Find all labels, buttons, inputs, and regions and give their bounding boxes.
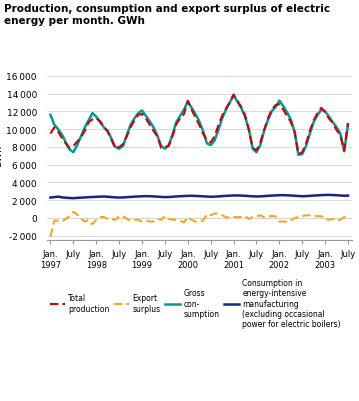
Legend: Total
production, Export
surplus, Gross
con-
sumption, Consumption in
energy-int: Total production, Export surplus, Gross … [47,275,344,332]
Y-axis label: GWh: GWh [0,145,4,168]
Text: Production, consumption and export surplus of electric
energy per month. GWh: Production, consumption and export surpl… [4,4,330,26]
